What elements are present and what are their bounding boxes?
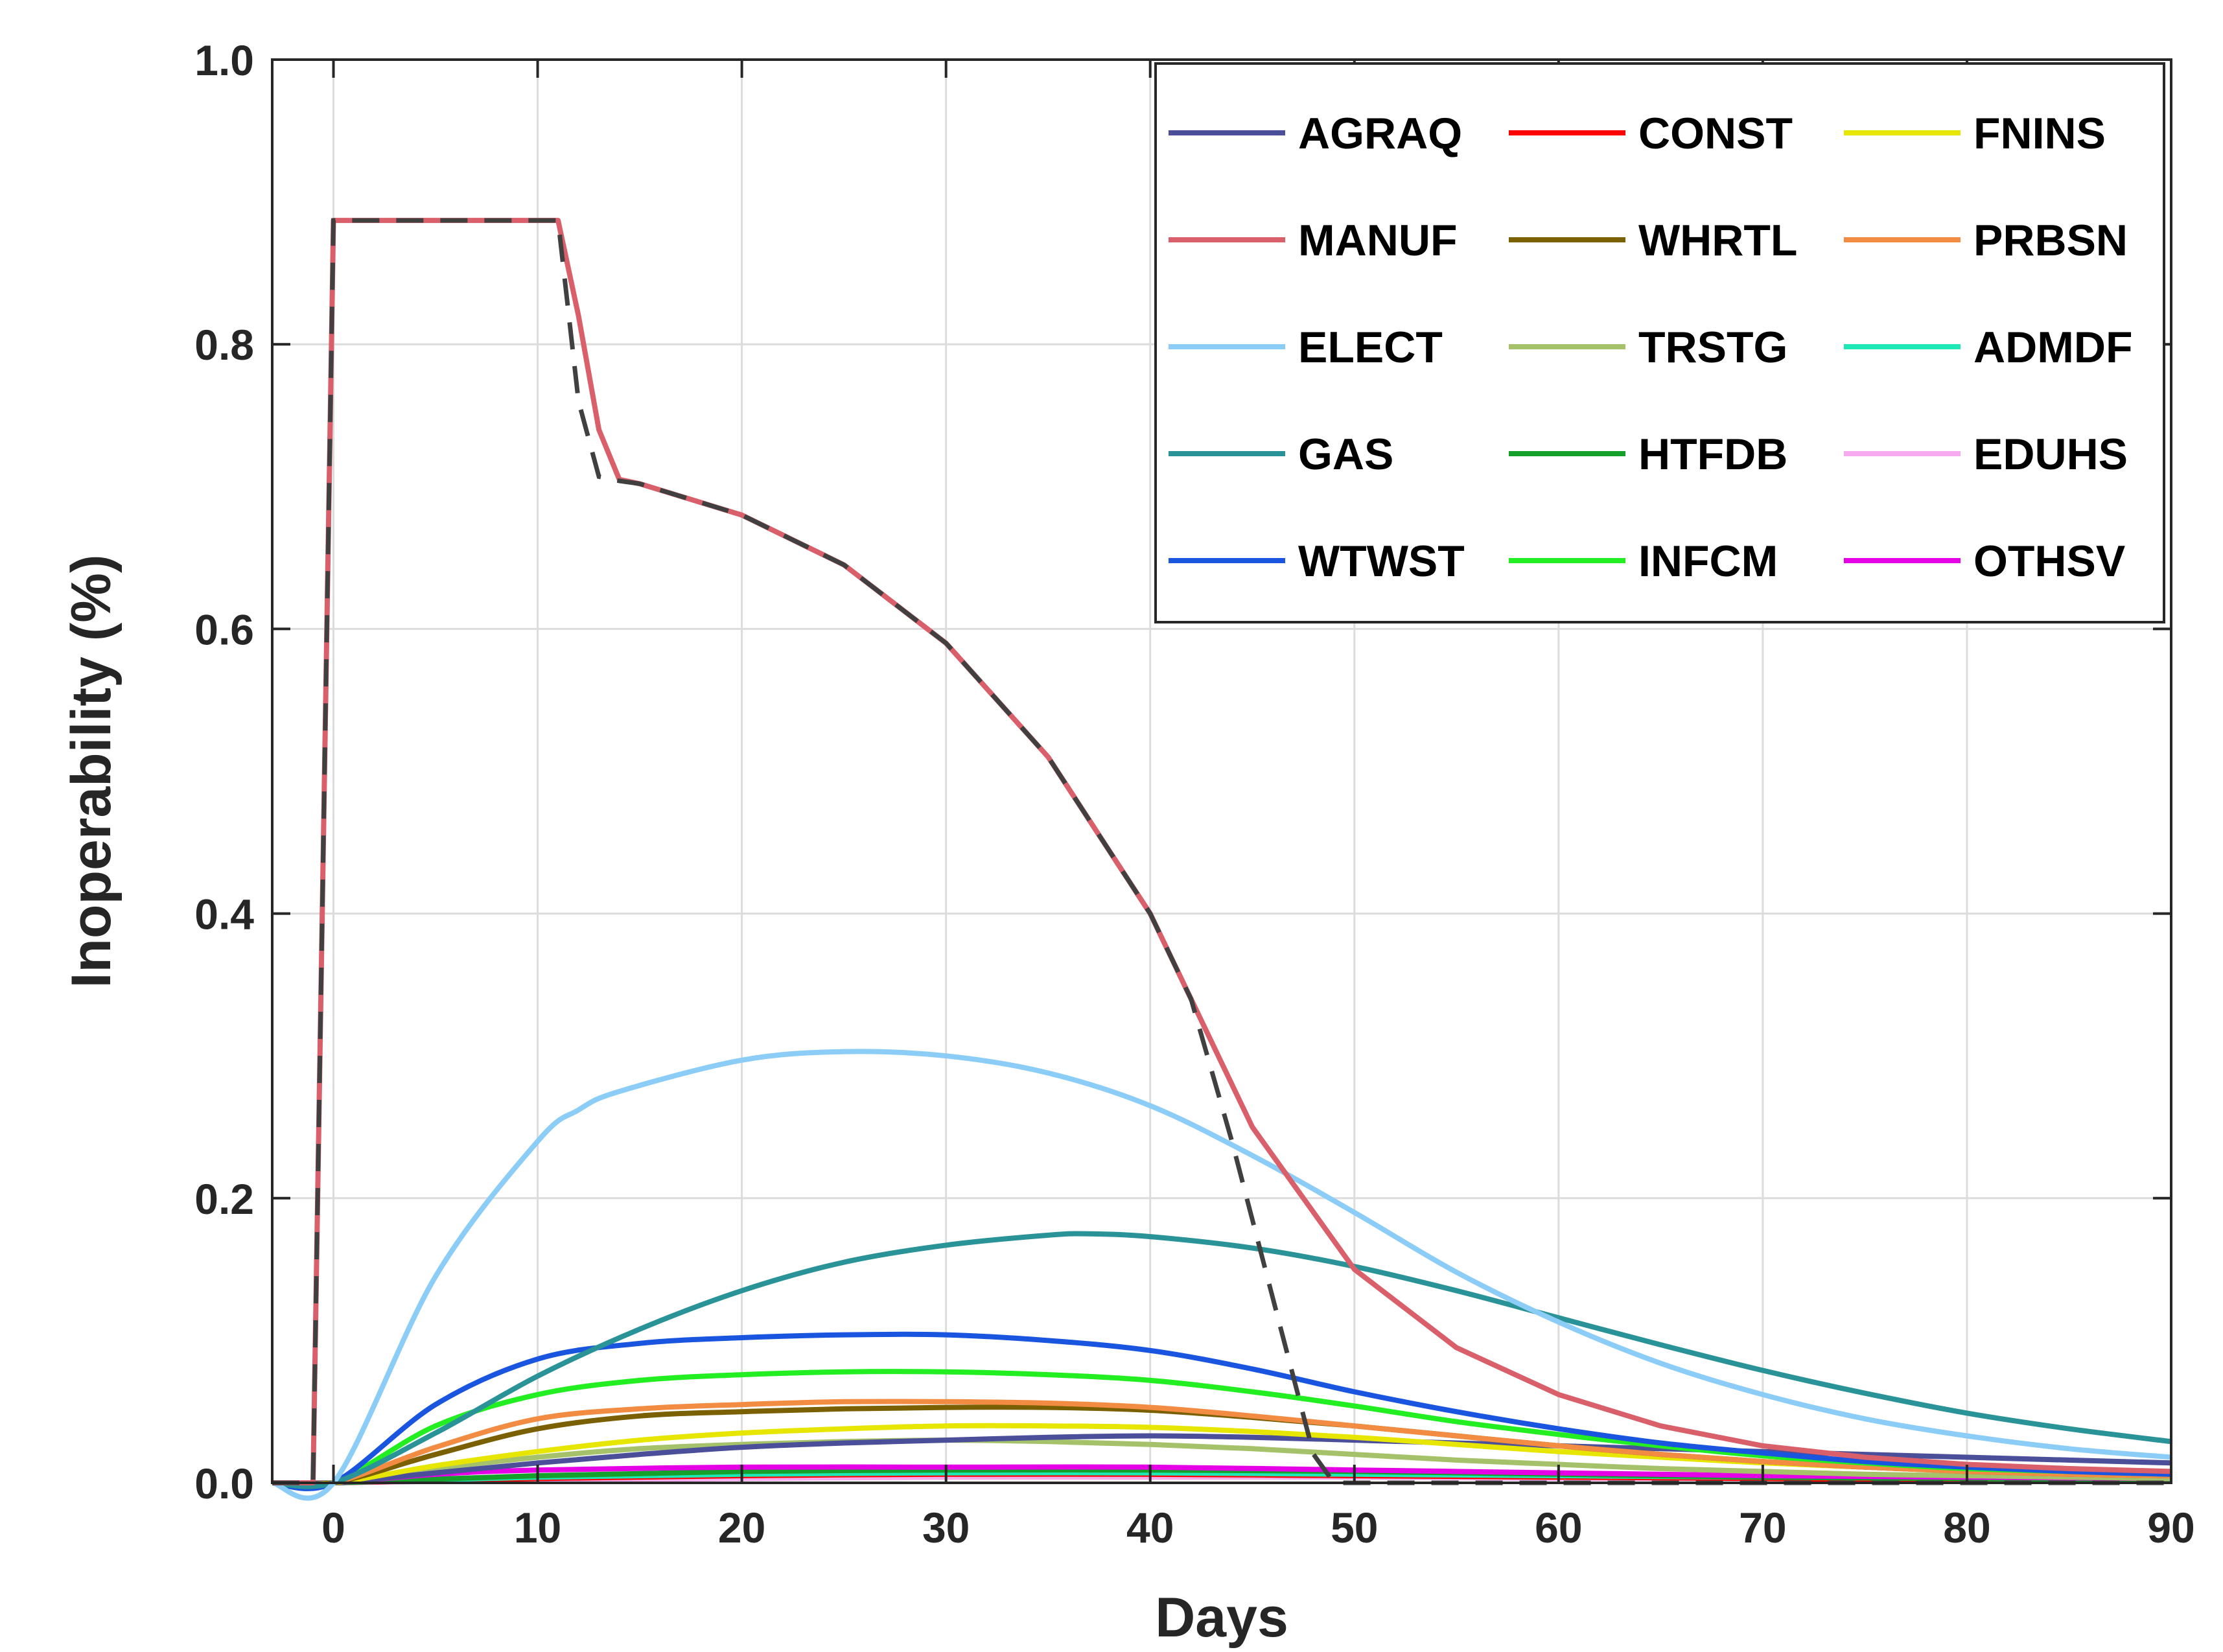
legend-label-htfdb: HTFDB — [1638, 430, 1787, 479]
x-tick-label: 0 — [321, 1504, 345, 1552]
x-axis-title: Days — [1155, 1587, 1288, 1649]
x-tick-label: 50 — [1331, 1504, 1378, 1552]
ticks: 0 10 20 30 40 50 60 70 80 90 0.0 0.2 0.4 0.6 0.8 1.0 — [194, 36, 2194, 1552]
legend-label-prbsn: PRBSN — [1973, 216, 2128, 265]
y-axis-title: Inoperability (%) — [60, 555, 122, 988]
y-tick-label: 0.4 — [194, 890, 254, 938]
x-tick-label: 80 — [1943, 1504, 1990, 1552]
series-line-trstg — [272, 1437, 2172, 1487]
legend-label-eduhs: EDUHS — [1973, 430, 2128, 479]
x-tick-label: 10 — [514, 1504, 561, 1552]
series-line-wtwst — [272, 1331, 2172, 1491]
series-line-gas — [272, 1231, 2172, 1489]
legend-label-elect: ELECT — [1298, 323, 1443, 372]
series-line-prbsn — [272, 1399, 2172, 1489]
x-tick-label: 20 — [718, 1504, 765, 1552]
series-line-elect — [272, 1049, 2172, 1501]
y-tick-label: 0.0 — [194, 1460, 254, 1507]
x-tick-label: 40 — [1126, 1504, 1174, 1552]
legend-label-fnins: FNINS — [1973, 109, 2106, 158]
legend-box — [1154, 62, 2165, 623]
y-tick-label: 0.2 — [194, 1175, 254, 1223]
legend-label-gas: GAS — [1298, 430, 1393, 479]
y-tick-label: 0.8 — [194, 321, 254, 369]
legend-label-admdf: ADMDF — [1973, 323, 2133, 372]
legend-label-othsv: OTHSV — [1973, 537, 2125, 586]
legend-label-agraq: AGRAQ — [1298, 109, 1462, 158]
dashed-reference-line — [272, 218, 2171, 1485]
y-tick-label: 0.6 — [194, 605, 254, 653]
x-tick-label: 90 — [2147, 1504, 2194, 1552]
x-tick-label: 70 — [1739, 1504, 1786, 1552]
legend: AGRAQ CONST FNINS MANUF WHRTL PRBSN ELECT TRSTG… — [1154, 62, 2165, 623]
plot-frame — [271, 58, 2172, 1484]
x-tick-label: 30 — [922, 1504, 970, 1552]
y-tick-label: 1.0 — [194, 36, 254, 84]
legend-label-wtwst: WTWST — [1298, 537, 1465, 586]
series-line-manuf — [272, 218, 2172, 1485]
legend-label-trstg: TRSTG — [1638, 323, 1787, 372]
legend-label-manuf: MANUF — [1298, 216, 1458, 265]
x-tick-label: 60 — [1535, 1504, 1582, 1552]
legend-label-whrtl: WHRTL — [1638, 216, 1797, 265]
legend-label-infcm: INFCM — [1638, 537, 1778, 586]
legend-label-const: CONST — [1638, 109, 1793, 158]
